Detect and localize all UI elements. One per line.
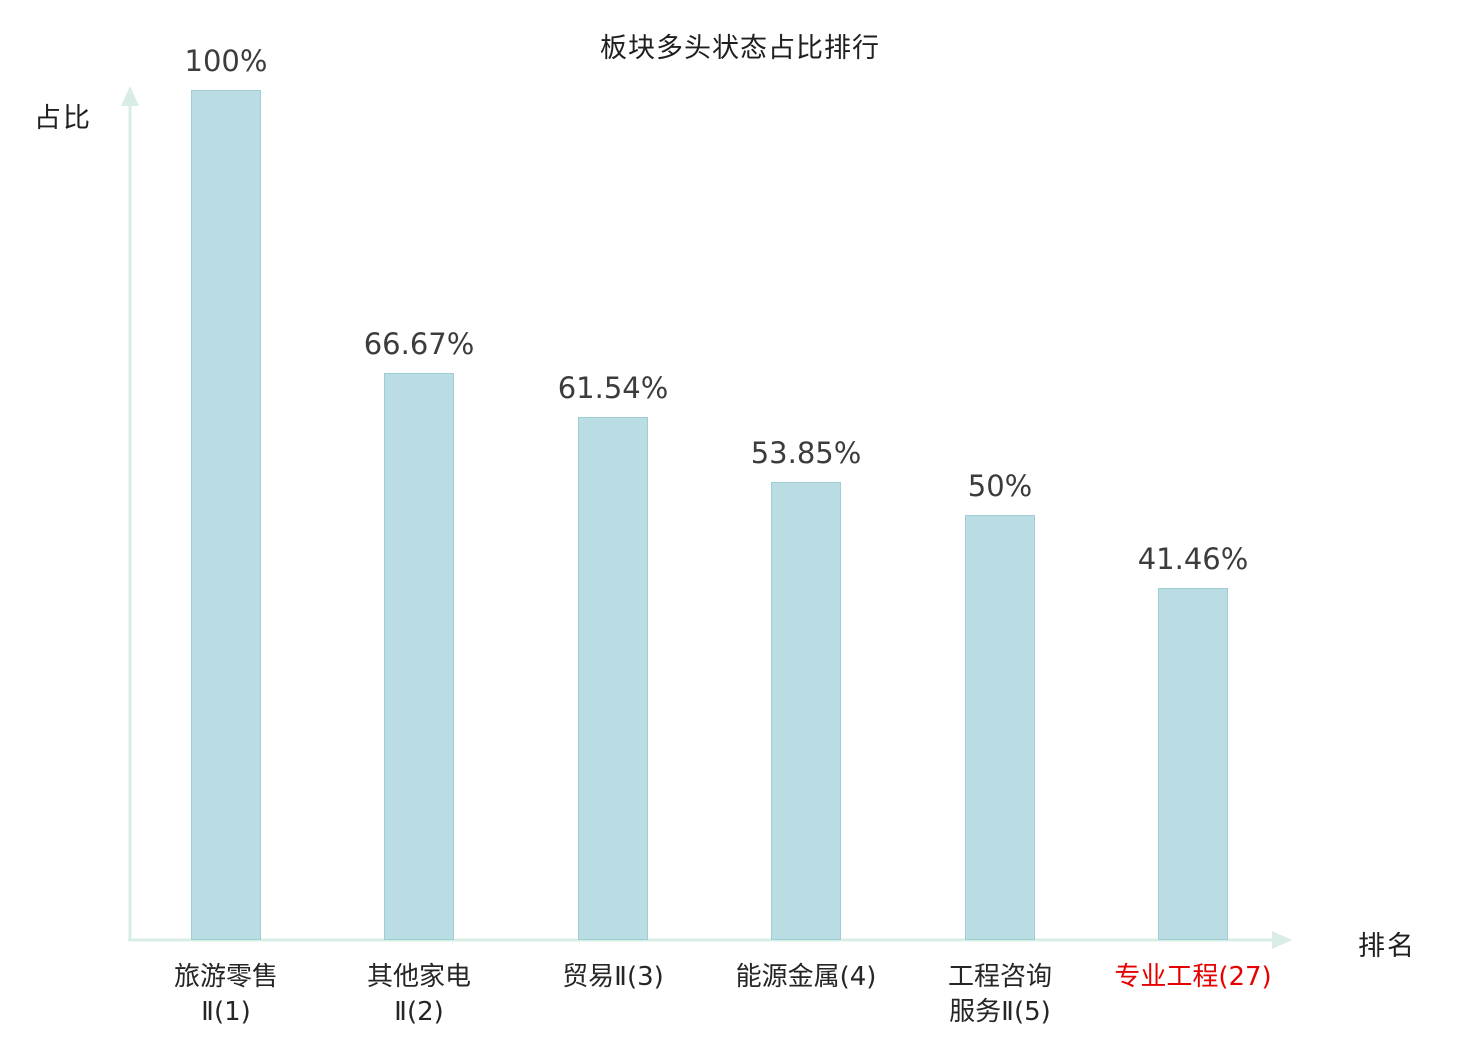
chart-title: 板块多头状态占比排行 (600, 33, 880, 64)
bar-value-label: 50% (967, 469, 1033, 503)
bar-category-line1: 专业工程(27) (1114, 962, 1272, 992)
bar-value-label: 100% (184, 44, 268, 78)
x-axis-label: 排名 (1358, 931, 1416, 962)
bar (578, 416, 648, 940)
bar-group: 53.85% 能源金属(4) (709, 0, 903, 1040)
bar (191, 90, 261, 940)
y-axis-label: 占比 (34, 103, 92, 134)
bar (384, 373, 454, 940)
bar-group: 50% 工程咨询 服务Ⅱ(5) (903, 0, 1097, 1040)
bar-group: 61.54% 贸易Ⅱ(3) (516, 0, 710, 1040)
bar-group: 41.46% 专业工程(27) (1096, 0, 1290, 1040)
bar-category-label-highlight: 专业工程(27) (1076, 960, 1310, 995)
bar-category-line2: Ⅱ(2) (394, 997, 444, 1027)
bar-category-label: 旅游零售 Ⅱ(1) (109, 960, 343, 1030)
bar-value-label: 41.46% (1137, 541, 1249, 576)
bar-value-label: 53.85% (750, 436, 862, 471)
bar-value-label: 66.67% (363, 327, 475, 362)
bar-category-label: 工程咨询 服务Ⅱ(5) (883, 960, 1117, 1030)
bar-value-label: 61.54% (557, 370, 669, 405)
bar-category-line1: 工程咨询 (947, 962, 1052, 992)
bar-category-label: 贸易Ⅱ(3) (496, 960, 730, 995)
bar-category-line1: 贸易Ⅱ(3) (562, 962, 664, 992)
bar-category-line1: 其他家电 (366, 962, 471, 992)
bar-category-label: 能源金属(4) (689, 960, 923, 995)
bar-group: 100% 旅游零售 Ⅱ(1) (129, 0, 323, 1040)
bar-category-line2: 服务Ⅱ(5) (949, 997, 1051, 1027)
bar-category-label: 其他家电 Ⅱ(2) (302, 960, 536, 1030)
bar (771, 482, 841, 940)
bar-group: 66.67% 其他家电 Ⅱ(2) (322, 0, 516, 1040)
bar (965, 515, 1035, 940)
bar-category-line2: Ⅱ(1) (201, 997, 251, 1027)
bar-category-line1: 能源金属(4) (735, 962, 877, 992)
bar-category-line1: 旅游零售 (173, 962, 278, 992)
bar (1158, 587, 1228, 940)
